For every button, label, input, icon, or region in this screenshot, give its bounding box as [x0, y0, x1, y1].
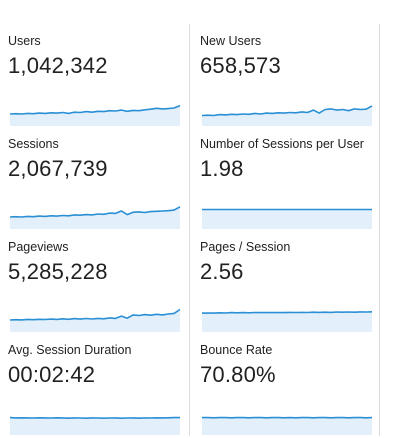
sparkline-area [10, 309, 180, 332]
sparkline-line [9, 308, 181, 321]
metric-card-sessions-per-user[interactable]: Number of Sessions per User 1.98 [190, 127, 380, 230]
metric-value: 1.98 [200, 156, 244, 181]
sparkline-line [201, 105, 373, 117]
metric-label: Avg. Session Duration [8, 343, 132, 357]
metric-label: Sessions [8, 137, 59, 151]
sparkline-line [9, 206, 181, 218]
metric-card-users[interactable]: Users 1,042,342 [0, 24, 190, 127]
sparkline-line [201, 311, 373, 314]
sparkline [9, 416, 180, 435]
sparkline-area [202, 105, 372, 126]
metric-card-avg-session-duration[interactable]: Avg. Session Duration 00:02:42 [0, 333, 190, 436]
sparkline [9, 104, 181, 126]
metric-value: 5,285,228 [8, 259, 108, 284]
sparkline-area [10, 417, 180, 435]
metric-card-sessions[interactable]: Sessions 2,067,739 [0, 127, 190, 230]
sparkline-area [10, 206, 180, 229]
metric-value: 00:02:42 [8, 362, 96, 387]
metric-label: Pageviews [8, 240, 69, 254]
sparkline-line [9, 104, 181, 115]
metric-value: 70.80% [200, 362, 276, 387]
sparkline-area [202, 209, 372, 229]
sparkline-area [202, 311, 372, 332]
metric-value: 2,067,739 [8, 156, 108, 181]
metrics-grid: Users 1,042,342 New Users 658,573 Sessio… [0, 24, 380, 436]
metric-label: New Users [200, 34, 262, 48]
sparkline [202, 416, 373, 435]
metric-value: 1,042,342 [8, 53, 108, 78]
metric-card-bounce-rate[interactable]: Bounce Rate 70.80% [190, 333, 380, 436]
metric-value: 2.56 [200, 259, 244, 284]
metric-label: Number of Sessions per User [200, 137, 364, 151]
metric-label: Pages / Session [200, 240, 291, 254]
sparkline-area [202, 417, 372, 435]
sparkline [201, 311, 373, 332]
metric-card-pages-per-session[interactable]: Pages / Session 2.56 [190, 230, 380, 333]
metric-card-new-users[interactable]: New Users 658,573 [190, 24, 380, 127]
sparkline [202, 208, 372, 229]
metric-card-pageviews[interactable]: Pageviews 5,285,228 [0, 230, 190, 333]
sparkline [9, 206, 181, 229]
sparkline [201, 105, 373, 126]
metric-label: Bounce Rate [200, 343, 273, 357]
sparkline [9, 308, 181, 332]
metric-label: Users [8, 34, 41, 48]
metric-value: 658,573 [200, 53, 281, 78]
sparkline-line [9, 416, 180, 419]
